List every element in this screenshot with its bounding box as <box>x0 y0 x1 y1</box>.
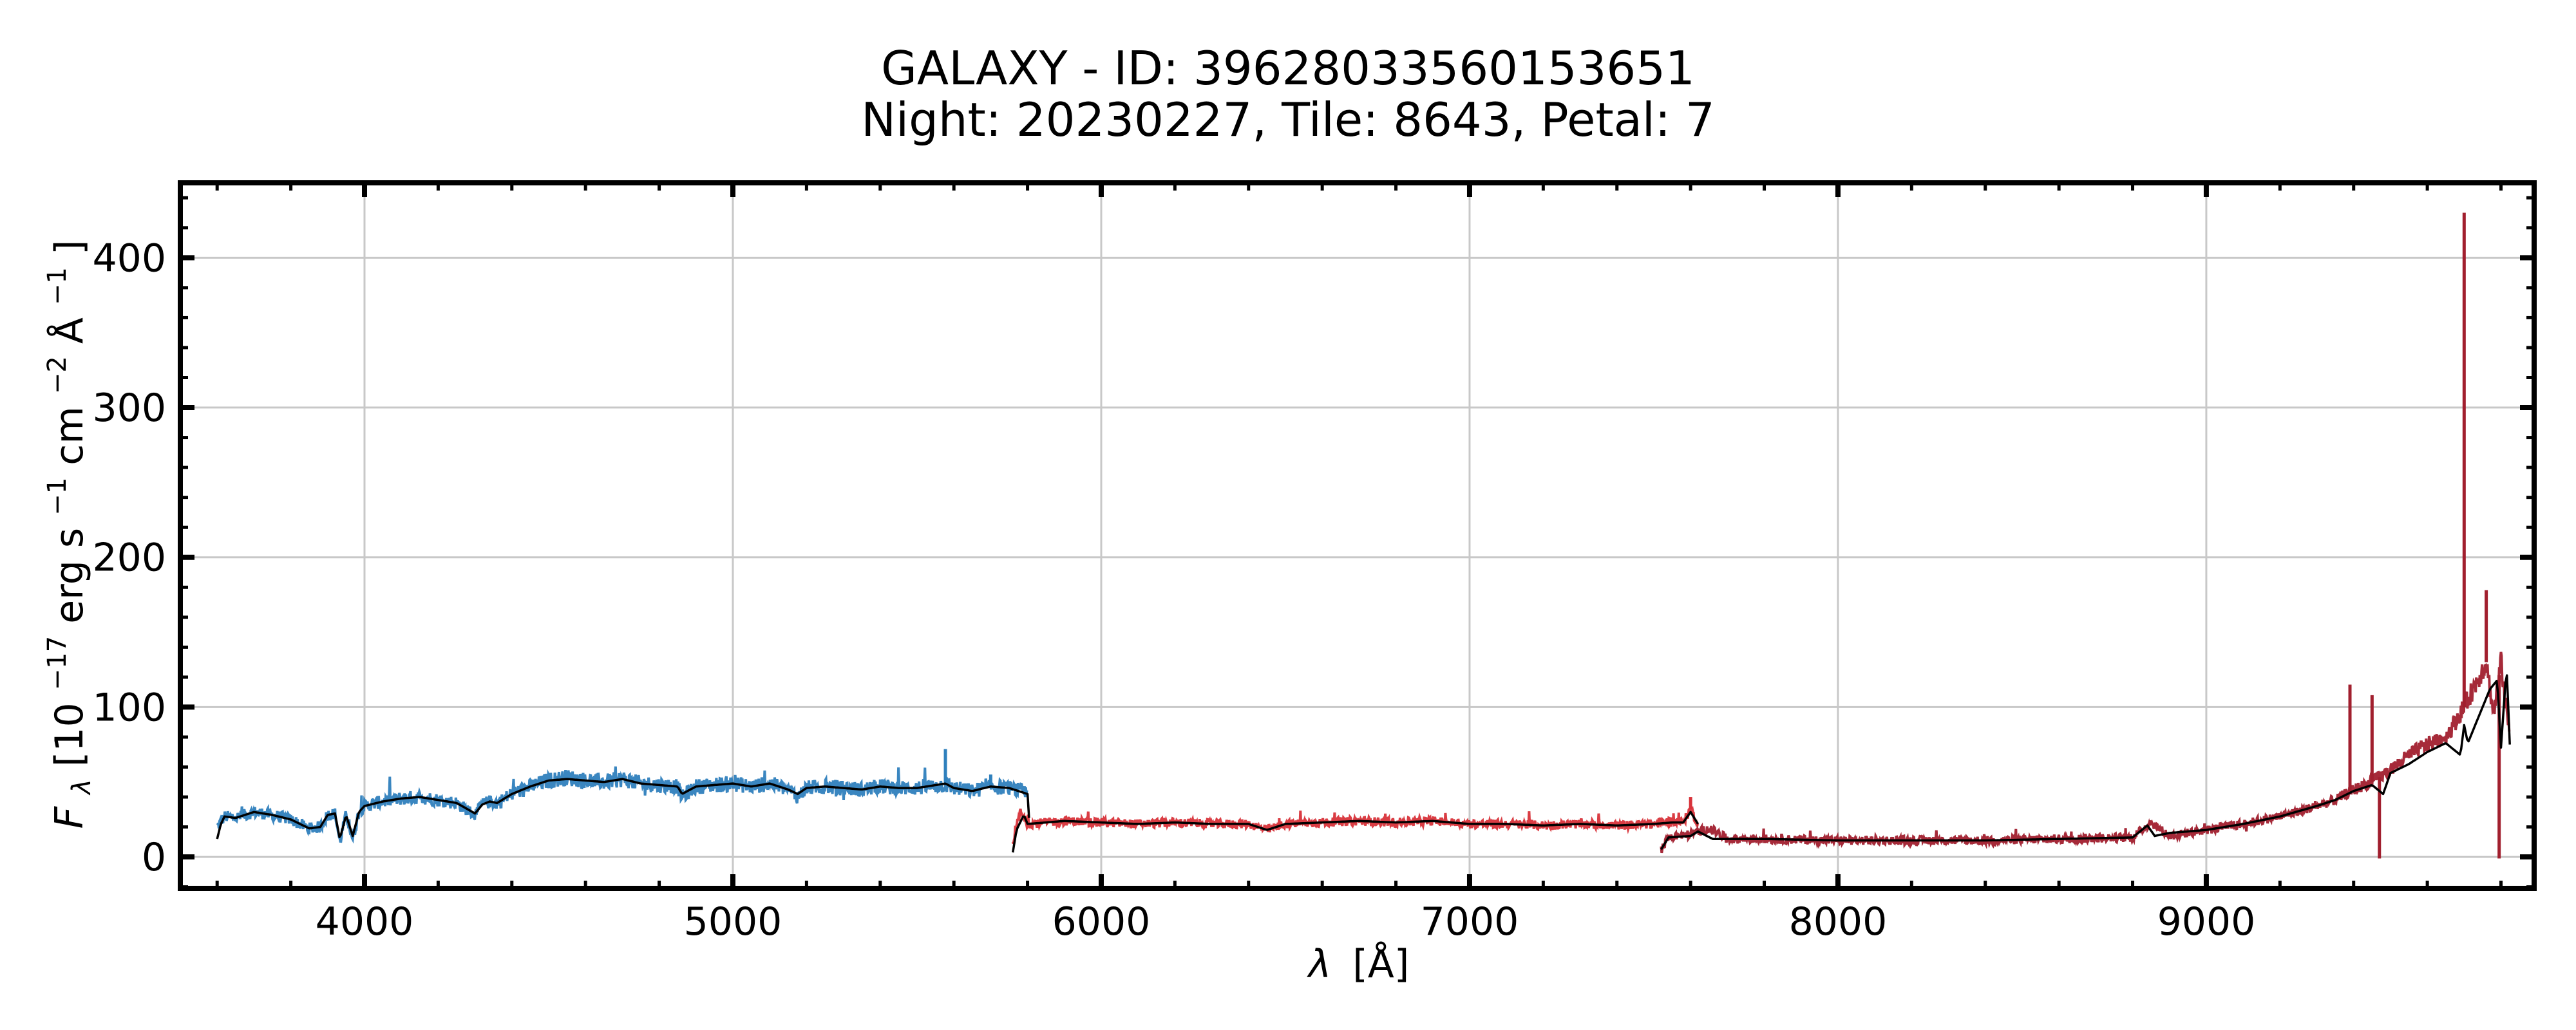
x-tick-label: 4000 <box>316 899 414 944</box>
x-axis-label: λ [Å] <box>1307 941 1409 987</box>
model-line <box>216 778 1030 839</box>
y-tick-label: 200 <box>92 536 166 581</box>
y-tick-labels: 0 100 200 300 400 <box>92 236 166 880</box>
y-label-exp-s: −1 <box>43 478 72 516</box>
y-label-close: ] <box>47 240 92 255</box>
y-tick-label: 400 <box>92 236 166 281</box>
grid-lines <box>180 183 2534 888</box>
y-tick-label: 0 <box>142 835 166 880</box>
y-label-bracket: [10 <box>47 702 92 767</box>
flux-series-r-arm <box>1011 803 1700 845</box>
x-axis-label-unit: [Å] <box>1352 941 1409 987</box>
model-line <box>1011 810 1700 853</box>
x-tick-label: 8000 <box>1789 899 1888 944</box>
y-label-exp-cm: −2 <box>43 356 72 394</box>
y-label-exp-17: −17 <box>43 636 72 690</box>
x-tick-label: 7000 <box>1421 899 1519 944</box>
x-tick-label: 6000 <box>1052 899 1151 944</box>
y-label-cm: cm <box>47 406 92 465</box>
x-tick-label: 9000 <box>2157 899 2256 944</box>
x-tick-labels: 4000 5000 6000 7000 8000 9000 <box>316 899 2256 944</box>
y-label-erg-s: erg s <box>47 528 92 624</box>
plot-area <box>216 212 2511 859</box>
model-line <box>1660 674 2511 850</box>
chart-title-line-1: GALAXY - ID: 39628033560153651 <box>881 41 1695 95</box>
y-tick-label: 100 <box>92 685 166 730</box>
flux-series-b-arm <box>216 766 1028 844</box>
y-tick-label: 300 <box>92 386 166 431</box>
flux-series-z-arm <box>1660 651 2511 854</box>
y-axis-label: F λ [10 −17 erg s −1 cm −2 Å −1 ] <box>30 240 100 829</box>
y-label-F: F <box>47 805 92 829</box>
y-label-exp-a: −1 <box>43 267 72 305</box>
y-label-angstrom: Å <box>46 317 92 344</box>
y-label-lambda-sub: λ <box>67 779 97 796</box>
axes-frame <box>178 180 2537 891</box>
x-tick-label: 5000 <box>684 899 782 944</box>
x-axis-label-symbol: λ <box>1307 942 1332 987</box>
chart-title-line-2: Night: 20230227, Tile: 8643, Petal: 7 <box>861 93 1715 147</box>
